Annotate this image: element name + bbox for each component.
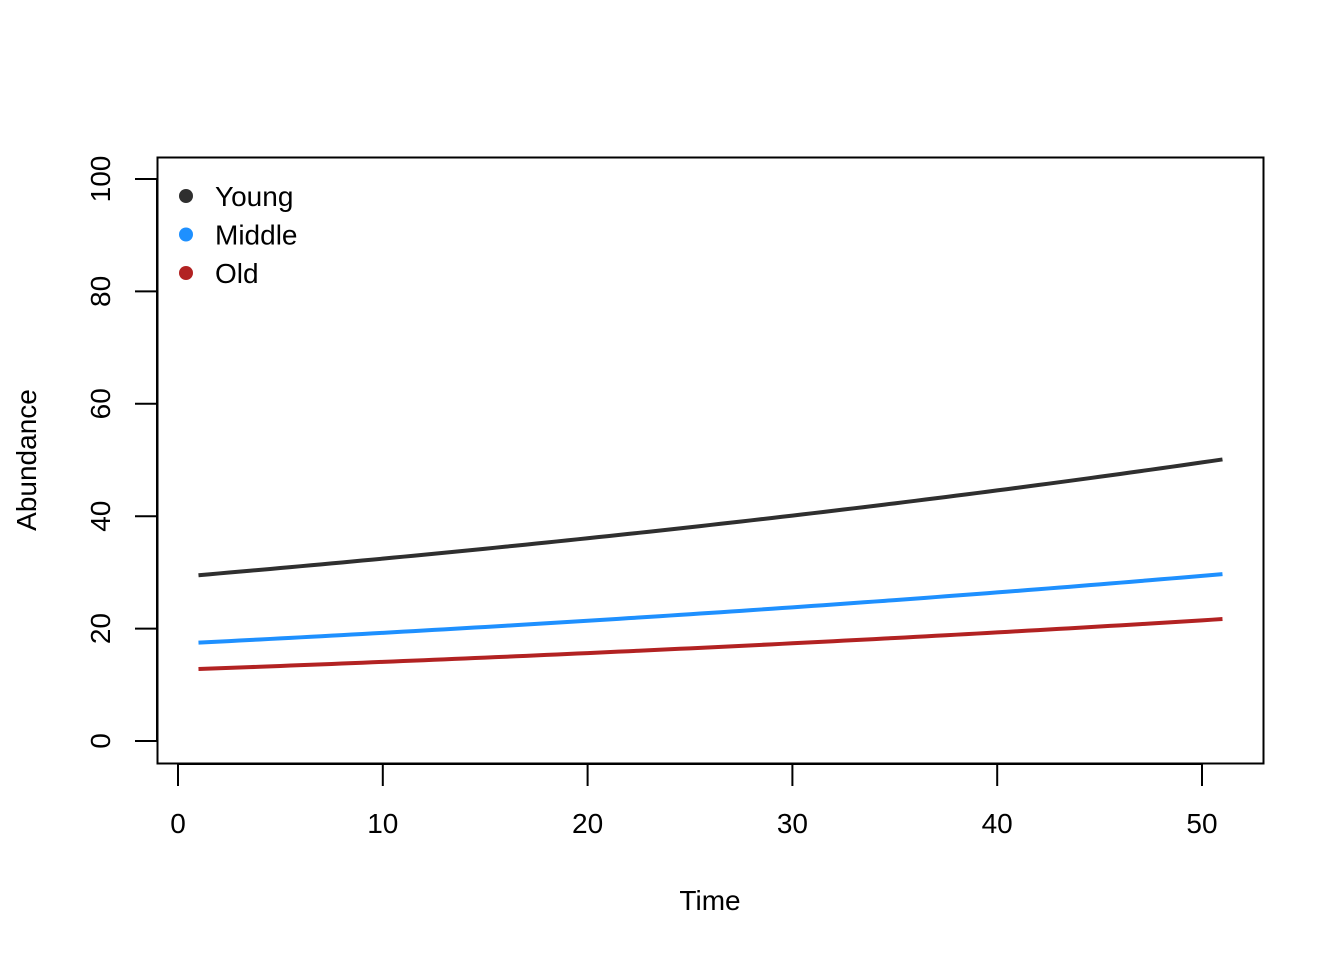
legend-label-old: Old: [215, 258, 259, 289]
y-tick-label: 100: [85, 156, 116, 203]
legend: Young Middle Old: [179, 181, 297, 289]
plot-box: [156, 156, 1265, 765]
x-tick-label: 30: [777, 808, 808, 839]
legend-marker-old: [179, 266, 193, 280]
y-tick-label: 0: [85, 733, 116, 749]
legend-marker-middle: [179, 227, 193, 242]
series-lines: [198, 457, 1223, 672]
legend-label-middle: Middle: [215, 220, 297, 251]
series-line-old: [198, 617, 1223, 672]
legend-marker-young: [179, 189, 193, 203]
x-tick-label: 40: [982, 808, 1013, 839]
y-tick-label: 20: [85, 613, 116, 644]
x-tick-label: 20: [572, 808, 603, 839]
x-tick-label: 50: [1186, 808, 1217, 839]
y-tick-label: 40: [85, 501, 116, 532]
series-line-young: [198, 457, 1223, 578]
x-axis-label: Time: [679, 885, 740, 916]
series-line-middle: [198, 572, 1223, 645]
y-tick-label: 60: [85, 388, 116, 419]
x-tick-label: 0: [170, 808, 186, 839]
y-axis: 0 20 40 60 80 100: [85, 156, 158, 749]
x-tick-label: 10: [367, 808, 398, 839]
y-axis-label: Abundance: [11, 389, 42, 531]
legend-label-young: Young: [215, 181, 293, 212]
y-tick-label: 80: [85, 276, 116, 307]
x-axis: 0 10 20 30 40 50: [170, 763, 1218, 839]
